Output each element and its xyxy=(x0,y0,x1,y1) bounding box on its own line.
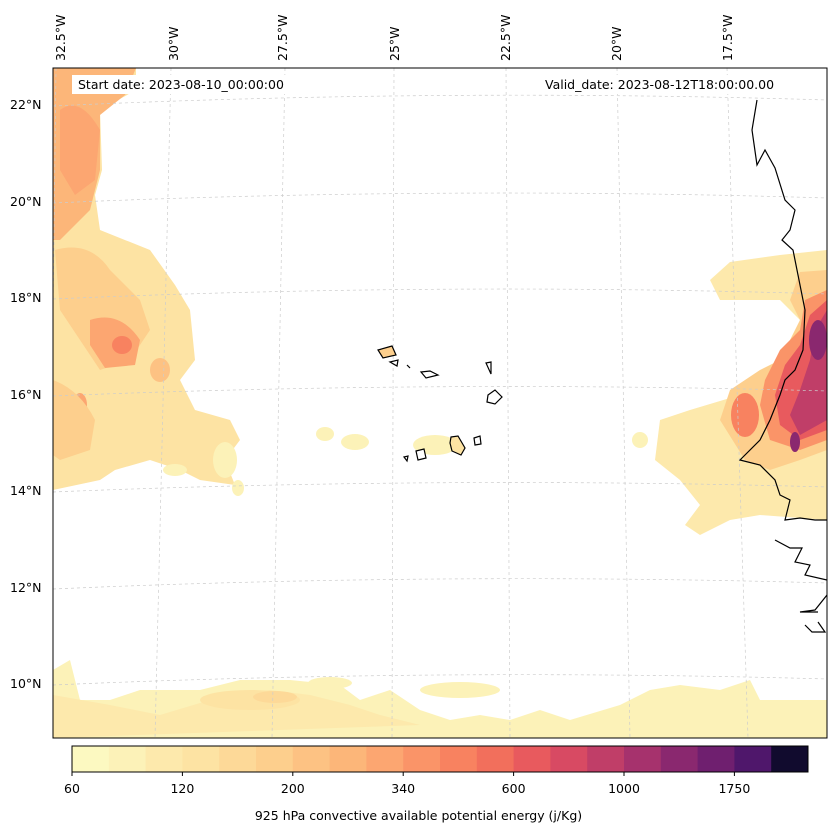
colorbar-tick-label: 120 xyxy=(170,781,195,796)
lon-label-32.5w: 32.5°W xyxy=(53,14,68,61)
colorbar-swatch xyxy=(366,746,404,772)
map-frame xyxy=(52,67,828,739)
colorbar-frame xyxy=(71,745,809,773)
colorbar-tick-label: 1000 xyxy=(608,781,640,796)
colorbar-swatch xyxy=(660,746,699,772)
cape-field xyxy=(53,68,827,738)
colorbar-swatch xyxy=(145,746,183,772)
lat-label-12n: 12°N xyxy=(10,580,42,595)
colorbar-swatch xyxy=(440,746,478,772)
colorbar-tick-label: 60 xyxy=(64,781,80,796)
colorbar xyxy=(71,746,809,776)
colorbar-swatch xyxy=(292,746,331,772)
lat-label-14n: 14°N xyxy=(10,483,42,498)
colorbar-swatch xyxy=(550,746,588,772)
colorbar-title: 925 hPa convective available potential e… xyxy=(254,808,583,823)
colorbar-swatch xyxy=(624,746,662,772)
lon-label-20w: 20°W xyxy=(609,26,624,61)
colorbar-tick-label: 1750 xyxy=(718,781,751,796)
colorbar-swatch xyxy=(403,746,441,772)
lat-label-20n: 20°N xyxy=(10,194,42,209)
colorbar-swatch xyxy=(108,746,147,772)
colorbar-swatch xyxy=(182,746,220,772)
colorbar-swatch xyxy=(734,746,772,772)
coastline xyxy=(738,99,827,633)
lat-label-18n: 18°N xyxy=(10,290,42,305)
colorbar-swatch xyxy=(256,746,294,772)
colorbar-tick-label: 200 xyxy=(280,781,305,796)
valid-date-label: Valid_date: 2023-08-12T18:00:00.00 xyxy=(539,75,781,94)
lat-label-10n: 10°N xyxy=(10,676,42,691)
colorbar-swatch xyxy=(587,746,625,772)
start-date-label: Start date: 2023-08-10_00:00:00 xyxy=(72,75,290,94)
lon-label-17.5w: 17.5°W xyxy=(720,14,735,61)
colorbar-swatch xyxy=(219,746,257,772)
lon-label-30w: 30°W xyxy=(166,26,181,61)
colorbar-swatch xyxy=(771,746,809,772)
colorbar-swatch xyxy=(697,746,735,772)
lat-label-22n: 22°N xyxy=(10,97,42,112)
colorbar-swatch xyxy=(72,746,110,772)
graticule xyxy=(53,68,827,738)
colorbar-tick-label: 600 xyxy=(501,781,526,796)
cape-verde-islands xyxy=(377,345,503,463)
colorbar-swatch xyxy=(476,746,515,772)
colorbar-swatch xyxy=(513,746,551,772)
colorbar-tick-label: 340 xyxy=(391,781,416,796)
lon-label-25w: 25°W xyxy=(387,26,402,61)
lat-label-16n: 16°N xyxy=(10,387,42,402)
colorbar-swatch xyxy=(329,746,367,772)
lon-label-27.5w: 27.5°W xyxy=(275,14,290,61)
lon-label-22.5w: 22.5°W xyxy=(498,14,513,61)
